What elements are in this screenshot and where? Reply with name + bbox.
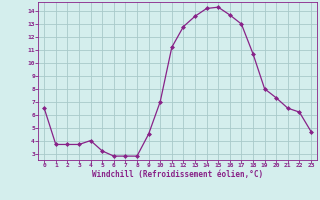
X-axis label: Windchill (Refroidissement éolien,°C): Windchill (Refroidissement éolien,°C) (92, 170, 263, 179)
